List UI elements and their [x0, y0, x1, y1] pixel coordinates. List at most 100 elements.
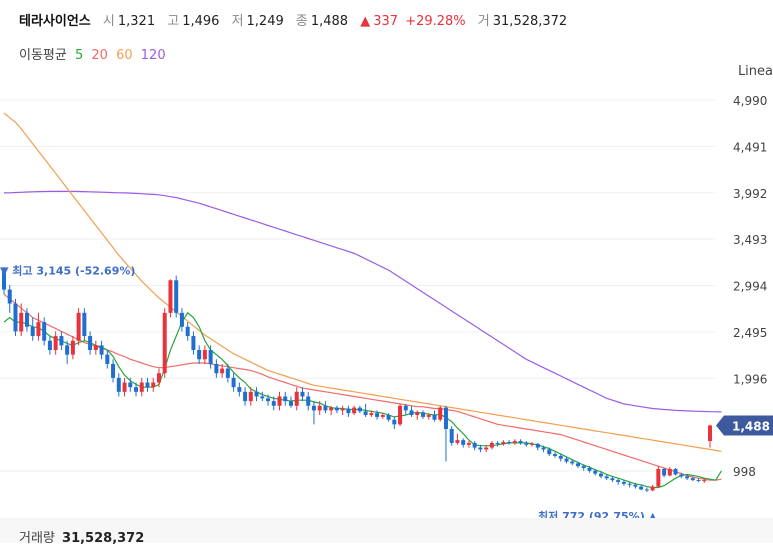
candle-body	[443, 407, 448, 429]
candle-body	[570, 461, 575, 464]
candle-body	[311, 405, 316, 411]
candle-body	[277, 396, 282, 406]
candle-body	[685, 476, 690, 479]
candle-body	[334, 407, 339, 411]
ma5-legend-item[interactable]: 5	[74, 48, 84, 63]
candle-body	[191, 336, 196, 350]
ma60-legend-item[interactable]: 60	[116, 48, 133, 63]
candle-body	[581, 466, 586, 469]
candle-body	[673, 468, 678, 475]
y-tick-label: 3,493	[733, 233, 767, 247]
candle-body	[202, 349, 207, 360]
candle-body	[220, 368, 225, 374]
candle-body	[478, 447, 483, 450]
candle-body	[168, 280, 173, 313]
candle-body	[524, 442, 529, 445]
price-chart[interactable]: 4,990 4,491 3,992 3,493 2,994 2,495 1,996 998 ▼ …	[0, 0, 773, 518]
ma120-line	[3, 190, 722, 413]
candle-body	[449, 428, 454, 443]
y-tick-label: 4,990	[733, 94, 767, 108]
last-price-tag	[716, 415, 773, 436]
candle-body	[644, 489, 649, 491]
y-tick-label: 4,491	[733, 140, 767, 154]
candle-body	[489, 442, 494, 448]
candle-body	[702, 480, 707, 482]
candle-body	[432, 415, 437, 420]
volume-value: 31,528,372	[492, 14, 568, 29]
candle-body	[564, 458, 569, 462]
high-label: 고	[167, 14, 180, 29]
candle-body	[13, 303, 18, 332]
y-tick-label: 2,495	[733, 326, 767, 340]
candle-body	[346, 408, 351, 414]
candle-body	[392, 419, 397, 425]
candle-body	[59, 336, 64, 346]
candle-body	[610, 478, 615, 481]
ma-legend-label: 이동평균	[19, 48, 67, 63]
ma5-line	[3, 311, 723, 489]
candle-body	[604, 476, 609, 479]
candle-body	[363, 411, 368, 416]
candle-body	[323, 405, 328, 411]
candle-body	[541, 447, 546, 450]
low-value: 1,249	[246, 14, 284, 29]
y-tick-label: 1,996	[733, 372, 767, 386]
close-value: 1,488	[310, 14, 349, 29]
candle-body	[466, 442, 471, 445]
candle-body	[340, 408, 345, 411]
candle-body	[621, 481, 626, 484]
volume-panel-title: 거래량	[19, 531, 55, 546]
candle-body	[501, 442, 506, 444]
candle-body	[254, 391, 259, 397]
candle-body	[558, 455, 563, 459]
candle-body	[179, 312, 184, 327]
high-value: 1,496	[182, 14, 220, 29]
candle-body	[225, 368, 230, 378]
y-tick-label: 3,992	[733, 187, 767, 201]
candle-body	[271, 401, 276, 406]
candle-body	[708, 425, 712, 441]
candle-body	[306, 396, 311, 406]
candle-body	[667, 468, 672, 476]
candle-body	[139, 382, 144, 392]
candle-body	[243, 391, 248, 402]
candle-body	[575, 463, 580, 467]
candle-body	[283, 396, 288, 402]
ma20-legend-item[interactable]: 20	[91, 48, 108, 63]
candle-body	[662, 468, 667, 476]
candle-body	[162, 312, 167, 374]
candle-body	[518, 441, 523, 443]
stock-name: 테라사이언스	[19, 14, 91, 29]
change-value: 337	[373, 14, 399, 29]
candle-body	[415, 412, 420, 416]
ma20-line	[3, 293, 722, 481]
open-label: 시	[102, 14, 115, 29]
candle-body	[128, 382, 133, 388]
candle-body	[30, 326, 35, 337]
candle-body	[76, 312, 81, 341]
candle-body	[174, 280, 179, 313]
candle-body	[88, 336, 93, 350]
candle-body	[409, 410, 414, 416]
close-label: 종	[295, 14, 308, 29]
volume-panel-value: 31,528,372	[62, 531, 145, 546]
candle-body	[421, 412, 426, 417]
y-tick-label: 2,994	[733, 280, 767, 294]
candle-body	[231, 377, 236, 388]
candle-body	[156, 373, 161, 383]
candle-body	[593, 470, 598, 474]
candle-body	[24, 312, 29, 327]
last-price-label: 1,488	[732, 419, 770, 433]
candle-body	[438, 407, 443, 420]
candle-body	[696, 480, 701, 482]
candle-body	[553, 454, 558, 456]
candle-body	[116, 377, 121, 392]
candle-body	[616, 480, 621, 482]
candle-body	[288, 401, 293, 406]
open-value: 1,321	[117, 14, 156, 29]
ma120-legend-item[interactable]: 120	[140, 48, 166, 63]
scale-mode-button[interactable]: Linea	[737, 64, 773, 79]
candle-body	[134, 387, 139, 392]
candle-body	[656, 468, 661, 487]
candle-body	[317, 405, 322, 411]
